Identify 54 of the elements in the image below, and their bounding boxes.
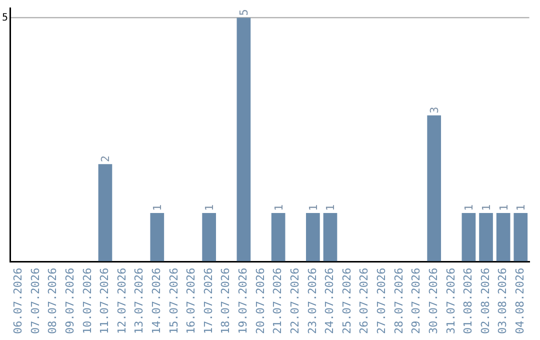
x-tick-label: 30.07.2026 [426,268,440,334]
x-tick-label: 10.07.2026 [80,268,94,334]
data-label: 1 [306,204,320,211]
x-tick-label: 12.07.2026 [115,268,128,334]
x-tick-label: 02.08.2026 [478,268,492,334]
data-label: 1 [497,204,510,211]
x-tick-label: 16.07.2026 [184,268,198,334]
bar [514,212,528,262]
x-tick-label: 21.07.2026 [271,268,284,334]
x-tick-label: 31.07.2026 [444,268,458,334]
x-tick-label: 25.07.2026 [340,268,354,334]
x-tick-label: 14.07.2026 [150,268,164,334]
bar [202,212,216,262]
bar [236,18,251,262]
data-label: 1 [324,204,338,211]
x-tick-label: 03.08.2026 [496,268,510,334]
data-label: 1 [462,204,476,211]
x-tick-label: 09.07.2026 [63,268,76,334]
data-label: 1 [272,204,286,211]
x-tick-label: 24.07.2026 [323,268,336,334]
data-label: 3 [428,106,442,114]
x-tick-label: 20.07.2026 [254,268,267,334]
x-tick-label: 26.07.2026 [358,268,371,334]
bar [98,164,112,262]
x-tick-label: 13.07.2026 [132,268,146,334]
bar [462,212,476,262]
data-label: 5 [238,9,251,16]
bar [271,212,286,262]
data-label: 1 [514,204,528,211]
x-tick-label: 01.08.2026 [462,268,475,334]
x-tick-label: 11.07.2026 [98,268,112,334]
x-tick-label: 19.07.2026 [236,268,250,334]
x-tick-label: 22.07.2026 [288,268,302,334]
bar [306,212,320,262]
x-tick-label: 28.07.2026 [392,268,406,334]
data-label: 1 [151,204,164,211]
x-tick-label: 15.07.2026 [167,268,180,334]
x-tick-label: 29.07.2026 [410,268,423,334]
data-label: 1 [203,204,216,211]
x-tick-label: 06.07.2026 [12,268,25,334]
data-label: 1 [480,204,494,211]
bar [496,212,510,262]
x-tick-label: 17.07.2026 [202,268,215,334]
x-tick-label: 23.07.2026 [306,268,319,334]
bar [323,212,338,262]
x-tick-label: 08.07.2026 [46,268,60,334]
x-tick-label: 27.07.2026 [375,268,388,334]
bar [427,115,442,262]
bar [479,212,493,262]
x-tick-label: 07.07.2026 [28,268,42,334]
x-tick-label: 18.07.2026 [219,268,232,334]
x-tick-label: 04.08.2026 [513,268,526,334]
data-label: 2 [99,156,112,162]
bar [150,212,164,262]
